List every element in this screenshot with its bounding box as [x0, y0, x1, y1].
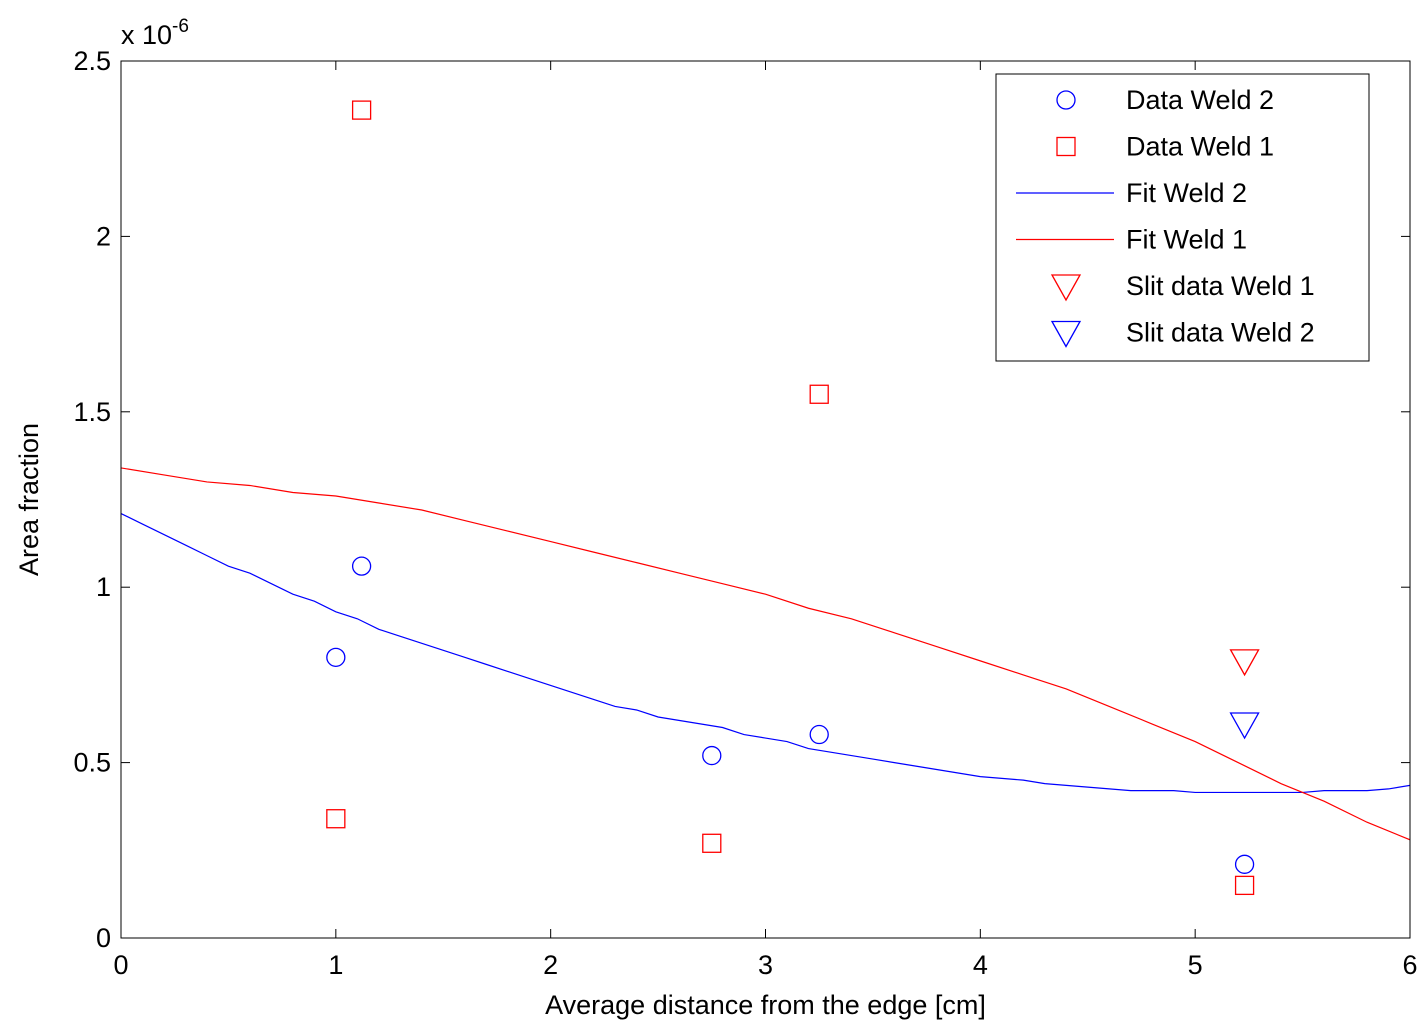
series-slit-data-weld-2	[1229, 712, 1260, 740]
legend-item: Slit data Weld 1	[1050, 271, 1315, 302]
data-point-data-weld-2	[1234, 854, 1255, 874]
series-line-fit-weld-1	[121, 467, 1410, 841]
series-fit-weld-1	[121, 467, 1410, 841]
legend-box	[995, 73, 1370, 362]
series-fit-weld-2	[121, 512, 1410, 794]
y-tick-label: 1	[96, 572, 111, 602]
legend-item: Slit data Weld 2	[1050, 318, 1315, 348]
legend-marker-swatch	[1050, 320, 1082, 348]
legend-marker-swatch	[1056, 136, 1076, 157]
chart-marks	[121, 100, 1410, 896]
legend-label: Data Weld 2	[1126, 85, 1274, 115]
series-data-weld-2	[326, 556, 1255, 874]
legend-label: Fit Weld 2	[1126, 178, 1247, 208]
axis-ticks: 0 1 2 3 4 5 6 0 0.5 1 1.5 2 2.5	[73, 46, 1417, 980]
legend-marker-swatch	[1050, 274, 1082, 302]
data-point-data-weld-2	[326, 647, 346, 668]
data-point-data-weld-2	[702, 745, 722, 766]
legend-marker-swatch	[1056, 90, 1076, 110]
y-tick-label: 1.5	[73, 397, 111, 427]
series-data-weld-1	[326, 100, 1255, 896]
data-point-slit-data-weld-2	[1229, 712, 1260, 740]
x-tick-label: 3	[758, 950, 773, 980]
data-point-slit-data-weld-1	[1229, 649, 1260, 677]
y-tick-label: 2	[96, 221, 111, 251]
legend-label: Slit data Weld 1	[1126, 271, 1315, 301]
data-point-data-weld-1	[326, 809, 346, 829]
x-axis-label: Average distance from the edge [cm]	[545, 990, 986, 1020]
series-slit-data-weld-1	[1229, 649, 1260, 677]
y-axis-exponent-base: x 10	[121, 20, 172, 50]
series-line-fit-weld-2	[121, 512, 1410, 794]
data-point-data-weld-1	[702, 833, 722, 853]
x-tick-label: 5	[1188, 950, 1203, 980]
legend-label: Data Weld 1	[1126, 132, 1274, 162]
data-point-data-weld-1	[1234, 875, 1255, 896]
legend-label: Fit Weld 1	[1126, 225, 1247, 255]
legend-item: Fit Weld 2	[1016, 178, 1247, 208]
y-tick-label: 0	[96, 923, 111, 953]
legend-label: Slit data Weld 2	[1126, 318, 1315, 348]
data-point-data-weld-2	[809, 724, 829, 745]
legend-item: Fit Weld 1	[1016, 225, 1247, 255]
x-tick-label: 6	[1402, 950, 1417, 980]
x-tick-label: 2	[543, 950, 558, 980]
legend-item: Data Weld 1	[1056, 132, 1274, 162]
y-axis-label: Area fraction	[14, 423, 44, 576]
data-point-data-weld-2	[351, 556, 372, 576]
x-tick-label: 1	[328, 950, 343, 980]
legend: Data Weld 2 Data Weld 1 Fit Weld 2 Fit Weld…	[995, 73, 1370, 362]
y-axis-exponent: x 10-6	[121, 16, 189, 50]
data-point-data-weld-1	[351, 100, 372, 120]
y-axis-exponent-power: -6	[172, 16, 189, 37]
y-tick-label: 2.5	[73, 46, 111, 76]
x-tick-label: 4	[973, 950, 988, 980]
legend-item: Data Weld 2	[1056, 85, 1274, 115]
x-tick-label: 0	[113, 950, 128, 980]
y-tick-label: 0.5	[73, 748, 111, 778]
data-point-data-weld-1	[809, 384, 829, 404]
